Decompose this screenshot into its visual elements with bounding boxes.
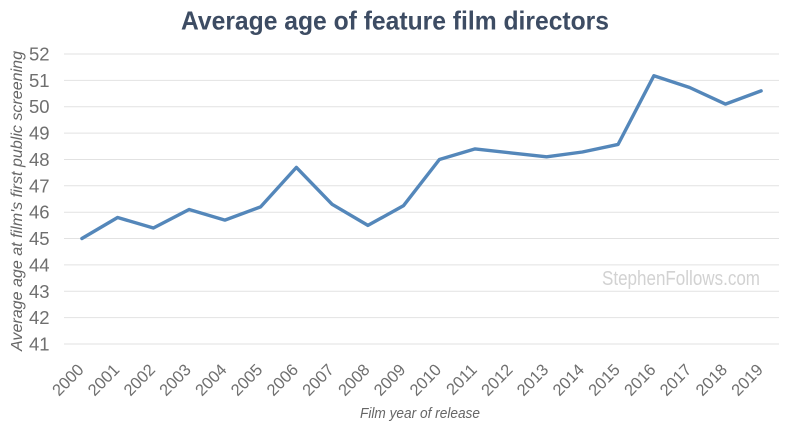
svg-text:52: 52 bbox=[29, 44, 50, 65]
svg-text:41: 41 bbox=[29, 334, 50, 355]
svg-text:50: 50 bbox=[29, 96, 50, 117]
svg-text:StephenFollows.com: StephenFollows.com bbox=[602, 268, 760, 290]
svg-text:Average age of feature film di: Average age of feature film directors bbox=[181, 6, 609, 36]
svg-text:42: 42 bbox=[29, 307, 50, 328]
svg-text:51: 51 bbox=[29, 70, 50, 91]
svg-text:43: 43 bbox=[29, 281, 50, 302]
svg-text:Average age at film's first pu: Average age at film's first public scree… bbox=[9, 51, 26, 352]
svg-text:47: 47 bbox=[29, 175, 50, 196]
svg-text:44: 44 bbox=[29, 254, 50, 275]
svg-text:48: 48 bbox=[29, 149, 50, 170]
svg-text:49: 49 bbox=[29, 123, 50, 144]
svg-text:Film year of release: Film year of release bbox=[360, 405, 480, 421]
svg-text:46: 46 bbox=[29, 202, 50, 223]
svg-text:45: 45 bbox=[29, 228, 50, 249]
